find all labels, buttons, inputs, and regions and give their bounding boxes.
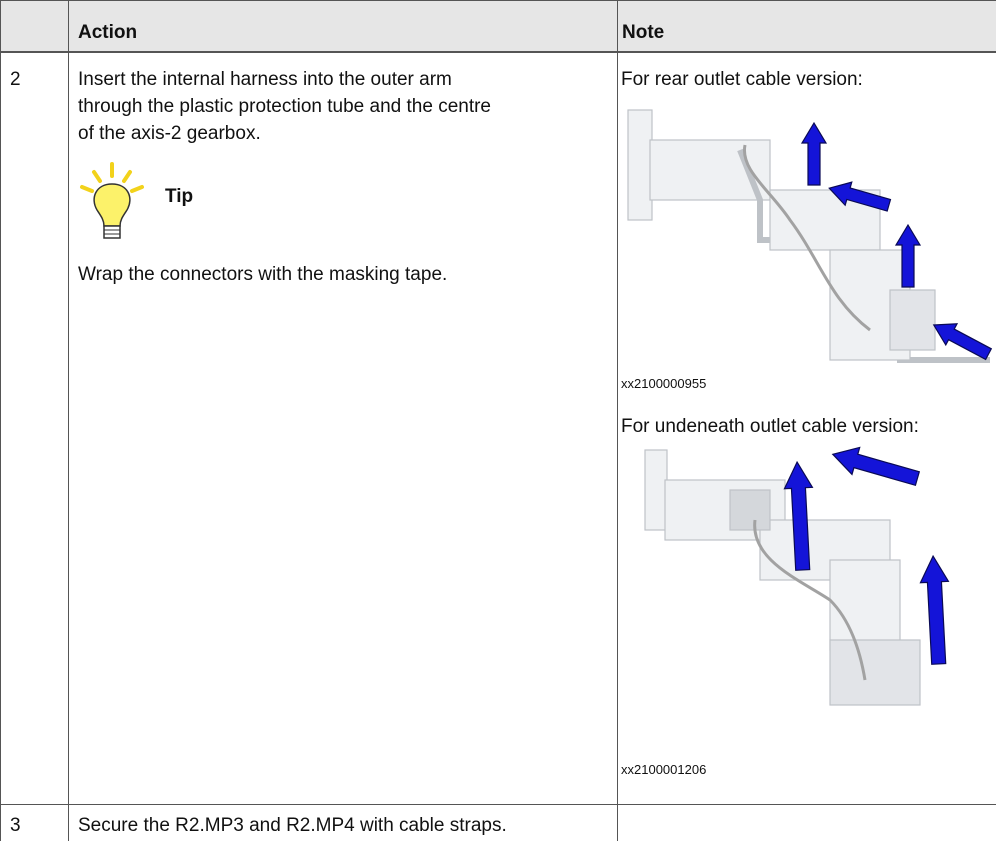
action-line: of the axis-2 gearbox. [78, 123, 261, 144]
rule [0, 0, 1, 841]
note-caption: For undeneath outlet cable version: [621, 416, 919, 437]
header-note: Note [622, 22, 665, 43]
step-number: 3 [10, 815, 21, 836]
rule [617, 0, 618, 841]
tip-title: Tip [165, 186, 194, 207]
robot-arm-image-1 [627, 109, 990, 363]
action-line: Secure the R2.MP3 and R2.MP4 with cable … [78, 815, 507, 836]
tip-text: Wrap the connectors with the masking tap… [78, 264, 448, 285]
rule [0, 804, 996, 805]
rule [0, 51, 996, 53]
note-caption: For rear outlet cable version: [621, 69, 863, 90]
tip-icon [80, 162, 144, 239]
rule [0, 0, 996, 1]
rule [68, 0, 69, 841]
arrows [783, 121, 993, 665]
robot-arm-image-2 [644, 449, 921, 706]
step-number: 2 [10, 69, 21, 90]
header-row [0, 0, 996, 52]
image-id: xx2100000955 [621, 376, 707, 391]
image-id: xx2100001206 [621, 762, 707, 777]
header-action: Action [78, 22, 138, 43]
action-line: Insert the internal harness into the out… [78, 69, 452, 90]
action-line: through the plastic protection tube and … [78, 96, 491, 117]
